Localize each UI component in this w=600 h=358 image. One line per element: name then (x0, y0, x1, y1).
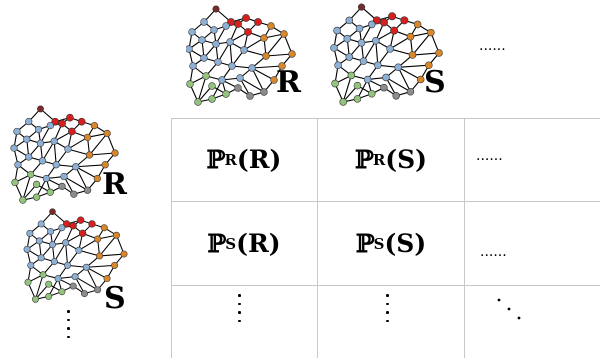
header-label-s: S (424, 65, 446, 100)
cell-ps-r: ℙ S (R) (171, 202, 317, 285)
grid-line-col2 (464, 118, 465, 358)
cell-row1-trailing-dots: ...... (476, 148, 503, 164)
cell-pr-s: ℙ R (S) (318, 118, 464, 201)
cell-ps-s-symbol: ℙ (355, 229, 375, 258)
header-trailing-dots: ...... (479, 38, 506, 54)
cell-ps-r-symbol: ℙ (207, 229, 226, 258)
cell-col1-vdots (237, 294, 243, 328)
grid-line-top (171, 118, 600, 119)
grid-line-left (171, 118, 172, 358)
cell-ps-s-sub: S (373, 234, 385, 253)
row-label-r: R (102, 167, 127, 202)
cell-pr-r-symbol: ℙ (206, 145, 226, 174)
cell-pr-s-symbol: ℙ (355, 145, 374, 174)
grid-line-row1 (171, 201, 600, 202)
cell-ps-s: ℙ S (S) (318, 202, 464, 285)
cell-row2-trailing-dots: ...... (480, 244, 507, 260)
cell-ps-r-sub: S (225, 234, 237, 253)
grid-line-row2 (171, 285, 600, 286)
cell-pr-r-arg: (R) (236, 145, 282, 174)
row-continuation-vdots (66, 310, 72, 344)
cell-col2-vdots (385, 294, 391, 328)
grid-line-col1 (317, 118, 318, 358)
cell-pr-s-sub: R (372, 150, 386, 169)
similarity-table: ℙ R (R) ℙ R (S) ...... ℙ S (R) ℙ S (S) ...... (171, 118, 600, 358)
header-label-r: R (276, 65, 301, 100)
row-label-s: S (104, 281, 126, 316)
cell-ps-s-arg: (S) (384, 229, 427, 258)
cell-pr-r-sub: R (224, 150, 237, 169)
cell-pr-r: ℙ R (R) (171, 118, 317, 201)
cell-ps-r-arg: (R) (236, 229, 281, 258)
cell-pr-s-arg: (S) (385, 145, 427, 174)
cell-ddots (497, 298, 521, 320)
